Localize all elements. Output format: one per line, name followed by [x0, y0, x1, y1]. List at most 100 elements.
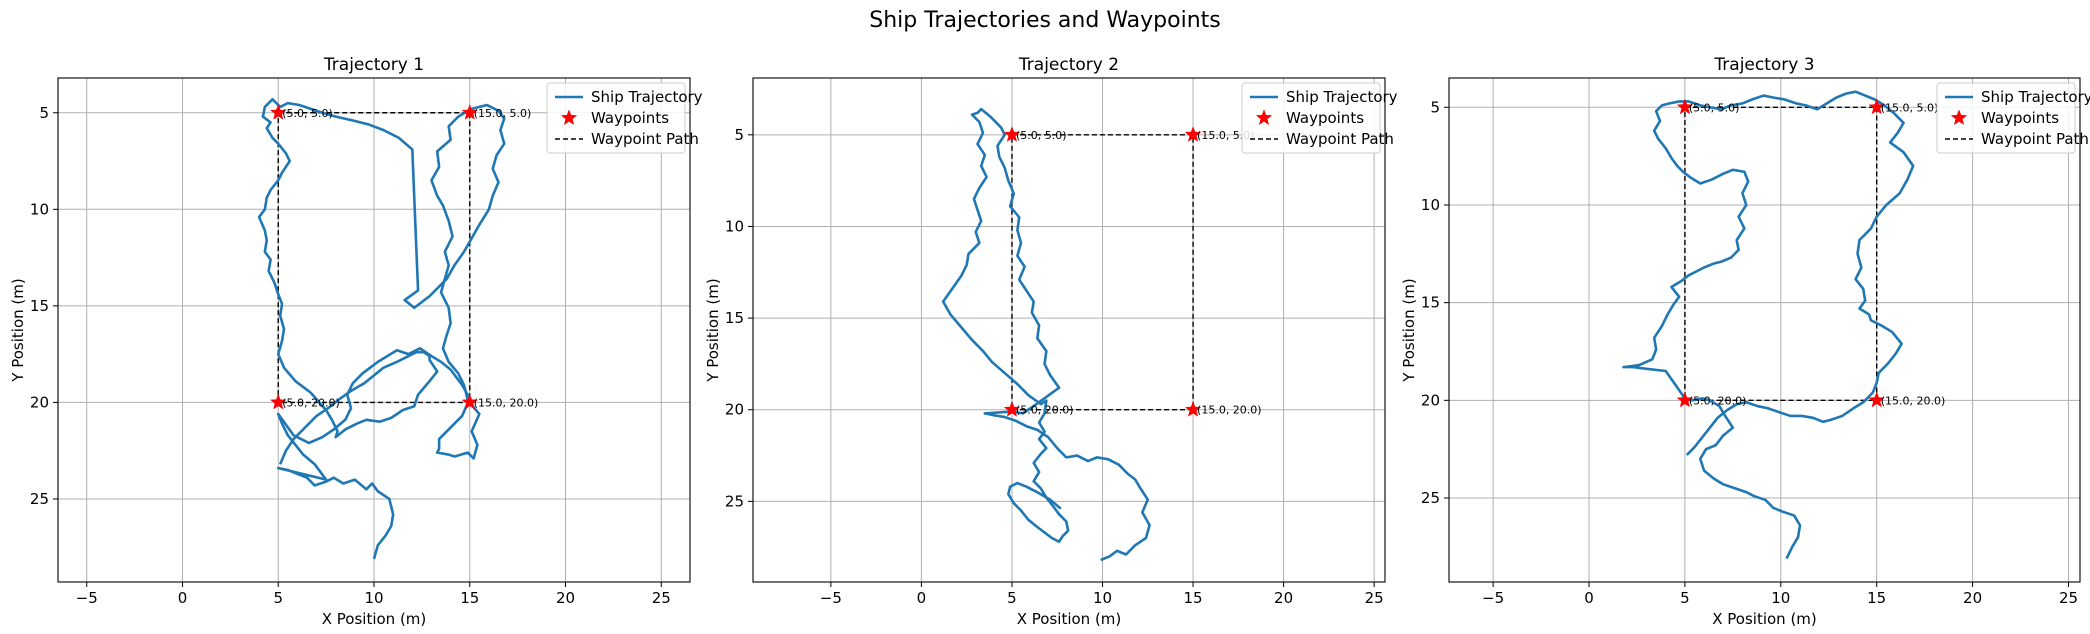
x-tick-label: −5 [820, 589, 842, 607]
legend-waypoint-swatch [560, 109, 578, 126]
y-tick-label: 25 [1421, 489, 1440, 507]
legend-box [546, 82, 686, 154]
y-tick-label: 15 [1421, 294, 1440, 312]
x-tick-label: 5 [1007, 589, 1017, 607]
x-tick-label: −5 [1482, 589, 1504, 607]
x-tick-label: 5 [1680, 589, 1690, 607]
legend: Ship Trajectory Waypoints Waypoint Path [546, 82, 703, 154]
waypoint-star-marker [269, 104, 287, 120]
y-tick-label: 5 [39, 104, 49, 122]
legend: Ship Trajectory Waypoints Waypoint Path [1241, 82, 1398, 154]
y-tick-label: 15 [30, 297, 49, 315]
subplot-title: Trajectory 1 [323, 55, 424, 75]
x-axis-label: X Position (m) [322, 610, 427, 628]
x-tick-label: 15 [1867, 589, 1886, 607]
subplot-1: (5.0, 5.0) (15.0, 5.0) (15.0, 20.0) (5.0, 2… [9, 55, 703, 628]
waypoint-star-marker [1868, 98, 1885, 115]
x-tick-label: 20 [556, 589, 575, 607]
waypoint-star-marker [461, 393, 479, 410]
legend-entry: Waypoints [1286, 109, 1364, 127]
waypoint-label: (15.0, 20.0) [474, 396, 539, 409]
waypoint-label: (5.0, 20.0) [1016, 404, 1074, 417]
legend: Ship Trajectory Waypoints Waypoint Path [1936, 82, 2090, 154]
legend-entry: Waypoints [591, 109, 669, 127]
y-tick-label: 10 [1421, 196, 1440, 214]
waypoint-label: (15.0, 20.0) [1881, 394, 1946, 407]
legend-entry: Waypoint Path [591, 130, 699, 148]
subplot-3: (5.0, 5.0) (15.0, 5.0) (15.0, 20.0) (5.0, 2… [1400, 55, 2090, 628]
waypoint-label: (5.0, 5.0) [282, 107, 333, 120]
subplot-2: (5.0, 5.0) (15.0, 5.0) (15.0, 20.0) (5.0, 2… [704, 55, 1398, 628]
subplots: (5.0, 5.0) (15.0, 5.0) (15.0, 20.0) (5.0, 2… [9, 55, 2090, 628]
legend-box [1241, 82, 1381, 154]
y-axis-label: Y Position (m) [1400, 278, 1418, 382]
legend-waypoint-swatch [1950, 109, 1968, 126]
axes-frame [1448, 77, 2081, 583]
waypoint-label: (5.0, 20.0) [1689, 394, 1747, 407]
x-tick-label: 25 [2059, 589, 2078, 607]
x-tick-label: 20 [1963, 589, 1982, 607]
ship-trajectory-line [257, 97, 506, 560]
x-tick-label: 20 [1274, 589, 1293, 607]
waypoint-label: (15.0, 5.0) [1197, 129, 1255, 142]
waypoint-star-marker [1184, 401, 1202, 417]
legend-entry: Ship Trajectory [591, 88, 703, 106]
waypoint-label: (5.0, 5.0) [1689, 101, 1740, 114]
x-tick-label: 10 [1093, 589, 1112, 607]
y-axis-label: Y Position (m) [9, 278, 27, 382]
waypoint-label: (15.0, 5.0) [1881, 101, 1939, 114]
axes-frame [752, 77, 1386, 583]
waypoint-star-marker [1003, 126, 1021, 142]
ship-trajectory-line [1622, 90, 1915, 560]
x-tick-label: 10 [1771, 589, 1790, 607]
waypoint-star-marker [1184, 126, 1202, 142]
y-tick-label: 25 [30, 490, 49, 508]
x-tick-label: 5 [273, 589, 283, 607]
y-tick-label: 10 [725, 217, 744, 235]
y-tick-label: 5 [1430, 98, 1440, 116]
waypoint-star-marker [1003, 401, 1021, 417]
x-tick-label: 10 [364, 589, 383, 607]
waypoint-star-marker [461, 104, 479, 120]
legend-entry: Ship Trajectory [1981, 88, 2090, 106]
waypoint-label: (15.0, 5.0) [474, 107, 532, 120]
x-axis-label: X Position (m) [1017, 610, 1122, 628]
y-tick-label: 20 [725, 401, 744, 419]
y-tick-label: 25 [725, 492, 744, 510]
legend-entry: Waypoint Path [1286, 130, 1394, 148]
x-tick-label: 0 [1584, 589, 1594, 607]
waypoint-star-marker [269, 393, 287, 410]
grid [753, 78, 1385, 582]
x-tick-label: 0 [178, 589, 188, 607]
legend-entry: Ship Trajectory [1286, 88, 1398, 106]
waypoint-star-marker [1868, 391, 1885, 408]
x-tick-label: 15 [460, 589, 479, 607]
waypoint-star-marker [1676, 98, 1694, 115]
subplot-title: Trajectory 3 [1713, 55, 1814, 75]
legend-waypoint-swatch [1255, 109, 1273, 126]
y-tick-label: 10 [30, 200, 49, 218]
y-tick-label: 5 [734, 126, 744, 144]
x-tick-label: 25 [652, 589, 671, 607]
y-tick-label: 15 [725, 309, 744, 327]
x-tick-label: 25 [1365, 589, 1384, 607]
x-tick-label: −5 [76, 589, 98, 607]
legend-entry: Waypoints [1981, 109, 2059, 127]
legend-box [1936, 82, 2076, 154]
ship-trajectory-line [941, 107, 1151, 562]
waypoint-label: (5.0, 20.0) [282, 396, 340, 409]
y-axis-label: Y Position (m) [704, 278, 722, 382]
legend-entry: Waypoint Path [1981, 130, 2089, 148]
y-tick-label: 20 [30, 393, 49, 411]
x-tick-label: 0 [917, 589, 927, 607]
figure-title: Ship Trajectories and Waypoints [869, 8, 1220, 33]
x-tick-label: 15 [1183, 589, 1202, 607]
waypoint-label: (15.0, 20.0) [1197, 404, 1262, 417]
x-axis-label: X Position (m) [1712, 610, 1817, 628]
y-tick-label: 20 [1421, 391, 1440, 409]
subplot-title: Trajectory 2 [1018, 55, 1119, 75]
waypoint-label: (5.0, 5.0) [1016, 129, 1067, 142]
waypoint-star-marker [1676, 391, 1694, 408]
